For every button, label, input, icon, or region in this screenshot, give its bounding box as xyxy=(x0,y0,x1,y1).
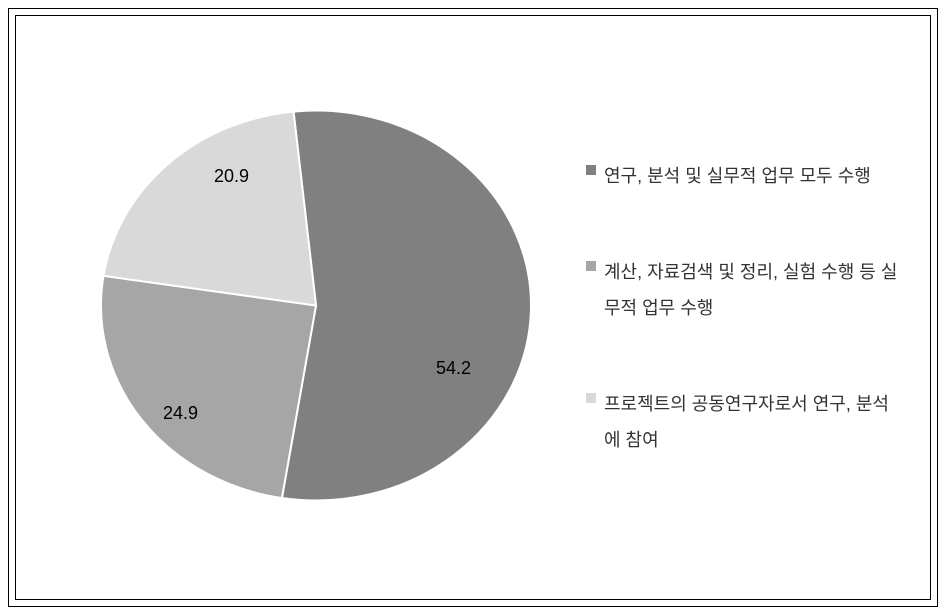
legend-text-1: 계산, 자료검색 및 정리, 실험 수행 등 실무적 업무 수행 xyxy=(604,254,900,326)
legend-area: 연구, 분석 및 실무적 업무 모두 수행계산, 자료검색 및 정리, 실험 수… xyxy=(576,158,930,458)
pie-chart xyxy=(101,110,531,505)
legend-item-1: 계산, 자료검색 및 정리, 실험 수행 등 실무적 업무 수행 xyxy=(586,254,900,326)
slice-value-label-1: 24.9 xyxy=(163,403,198,424)
legend-marker-1 xyxy=(586,261,596,271)
legend-item-0: 연구, 분석 및 실무적 업무 모두 수행 xyxy=(586,158,900,194)
legend-marker-0 xyxy=(586,165,596,175)
legend-text-2: 프로젝트의 공동연구자로서 연구, 분석에 참여 xyxy=(604,386,900,458)
pie-slice-1 xyxy=(101,275,316,497)
pie-slice-0 xyxy=(282,110,531,500)
legend-marker-2 xyxy=(586,393,596,403)
legend-item-2: 프로젝트의 공동연구자로서 연구, 분석에 참여 xyxy=(586,386,900,458)
chart-outer-frame: 54.2 24.9 20.9 연구, 분석 및 실무적 업무 모두 수행계산, 자료… xyxy=(8,8,938,607)
slice-value-label-2: 20.9 xyxy=(214,166,249,187)
pie-svg xyxy=(101,110,531,500)
legend-text-0: 연구, 분석 및 실무적 업무 모두 수행 xyxy=(604,158,871,194)
chart-inner-frame: 54.2 24.9 20.9 연구, 분석 및 실무적 업무 모두 수행계산, 자료… xyxy=(15,15,931,600)
pie-chart-area: 54.2 24.9 20.9 xyxy=(56,48,576,568)
slice-value-label-0: 54.2 xyxy=(436,358,471,379)
pie-slice-2 xyxy=(104,111,316,305)
